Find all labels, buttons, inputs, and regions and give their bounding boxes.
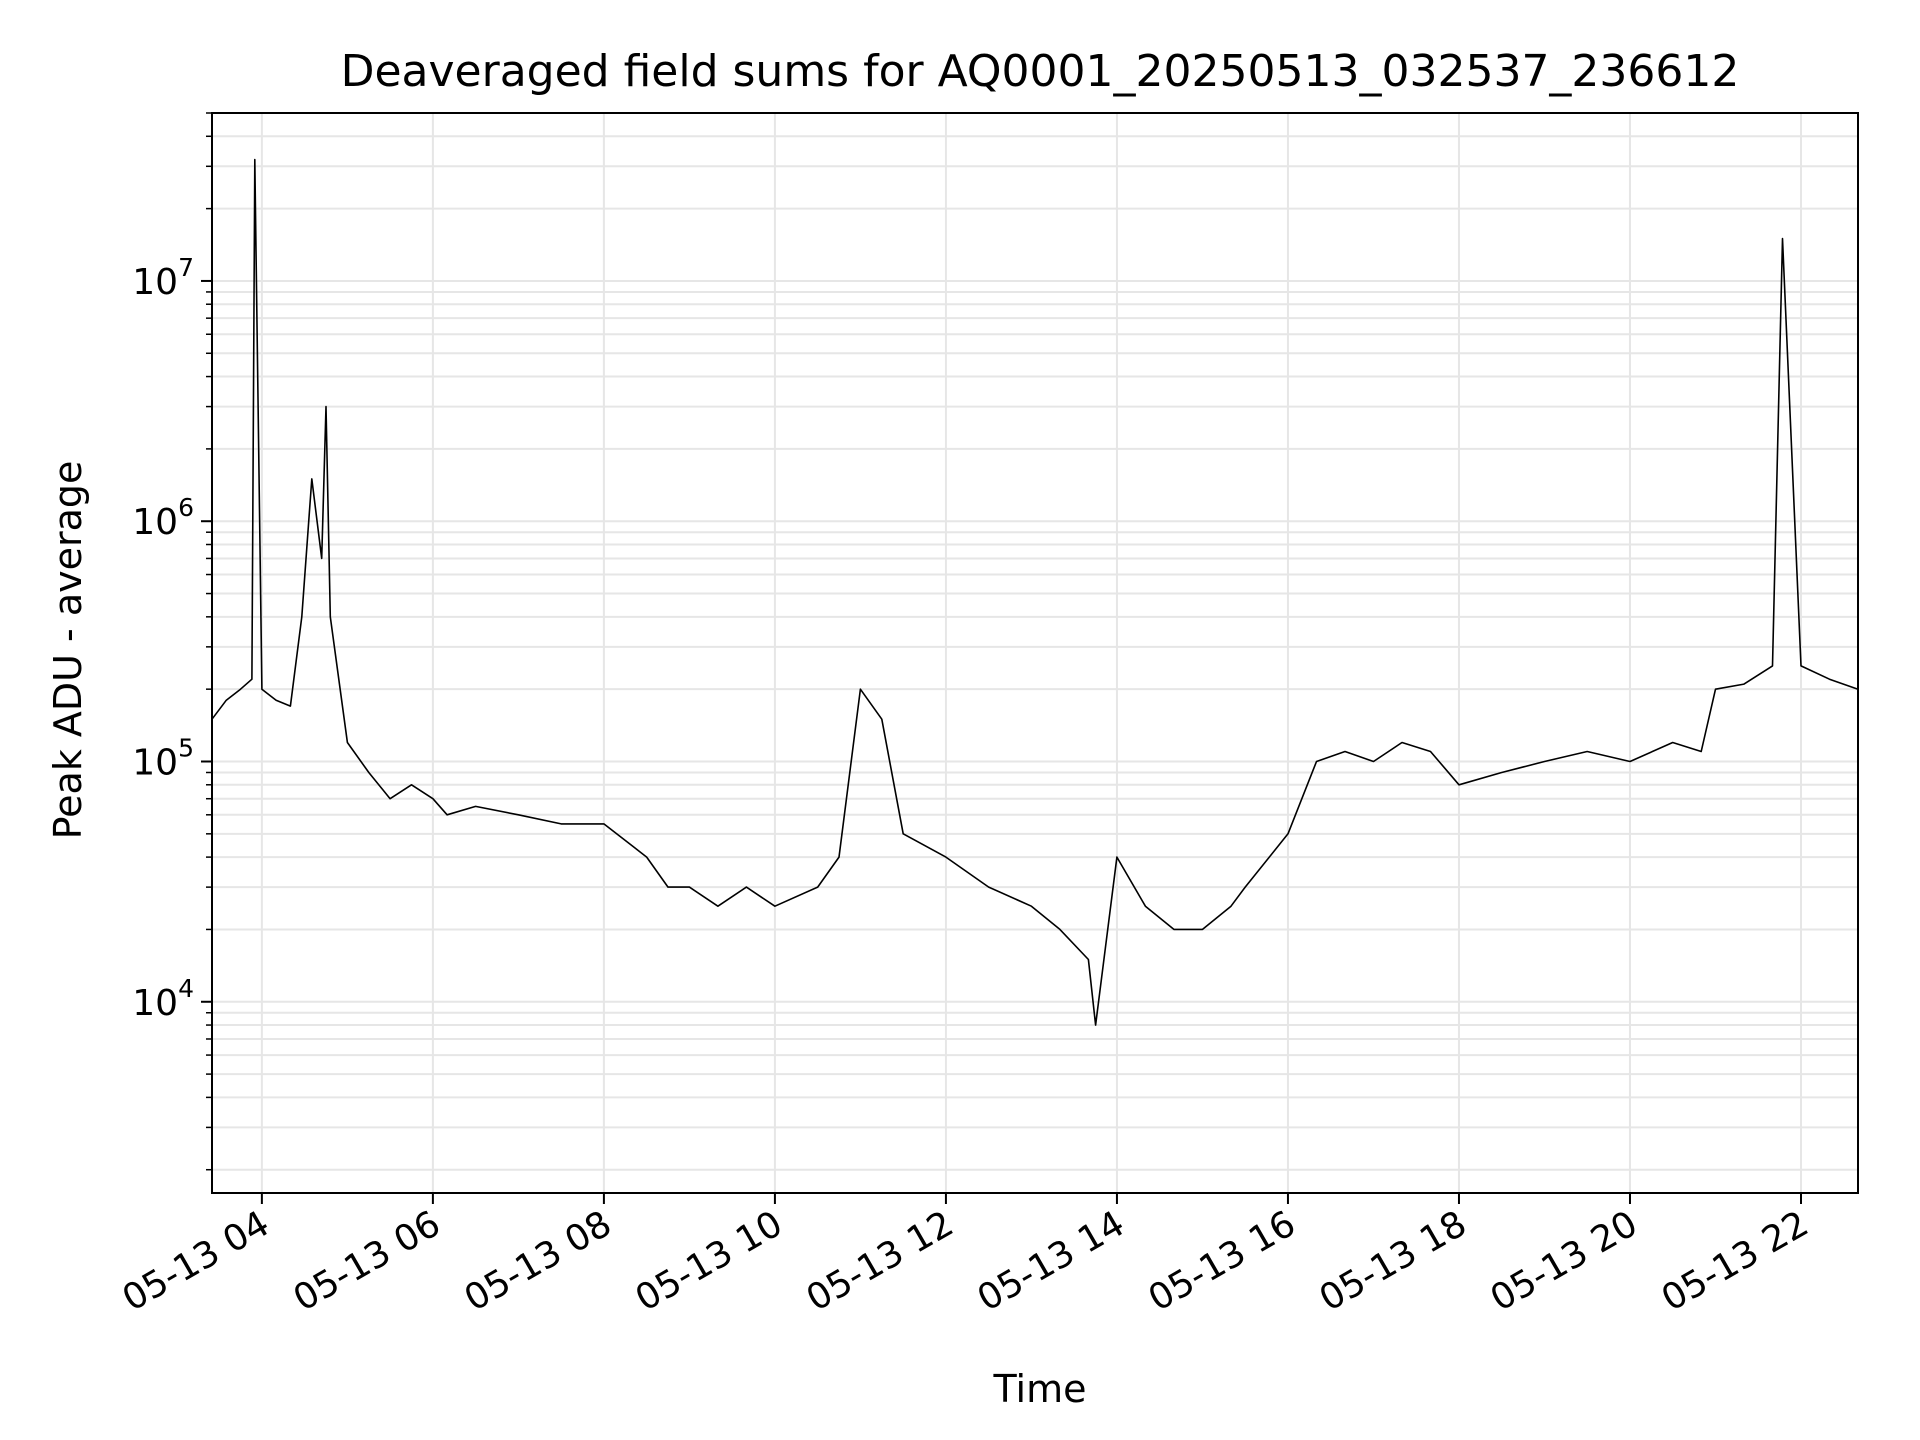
y-tick-label: 106 (132, 493, 194, 543)
y-tick-label: 107 (132, 253, 194, 303)
series-line (211, 158, 1859, 1026)
data-layer (211, 158, 1859, 1026)
chart-title: Deaveraged field sums for AQ0001_2025051… (341, 46, 1740, 97)
y-axis-label: Peak ADU - average (46, 461, 90, 840)
y-tick-label: 105 (132, 733, 194, 783)
x-axis-label: Time (993, 1367, 1087, 1411)
y-tick-label: 104 (132, 974, 194, 1024)
plot-frame (211, 112, 1859, 1194)
